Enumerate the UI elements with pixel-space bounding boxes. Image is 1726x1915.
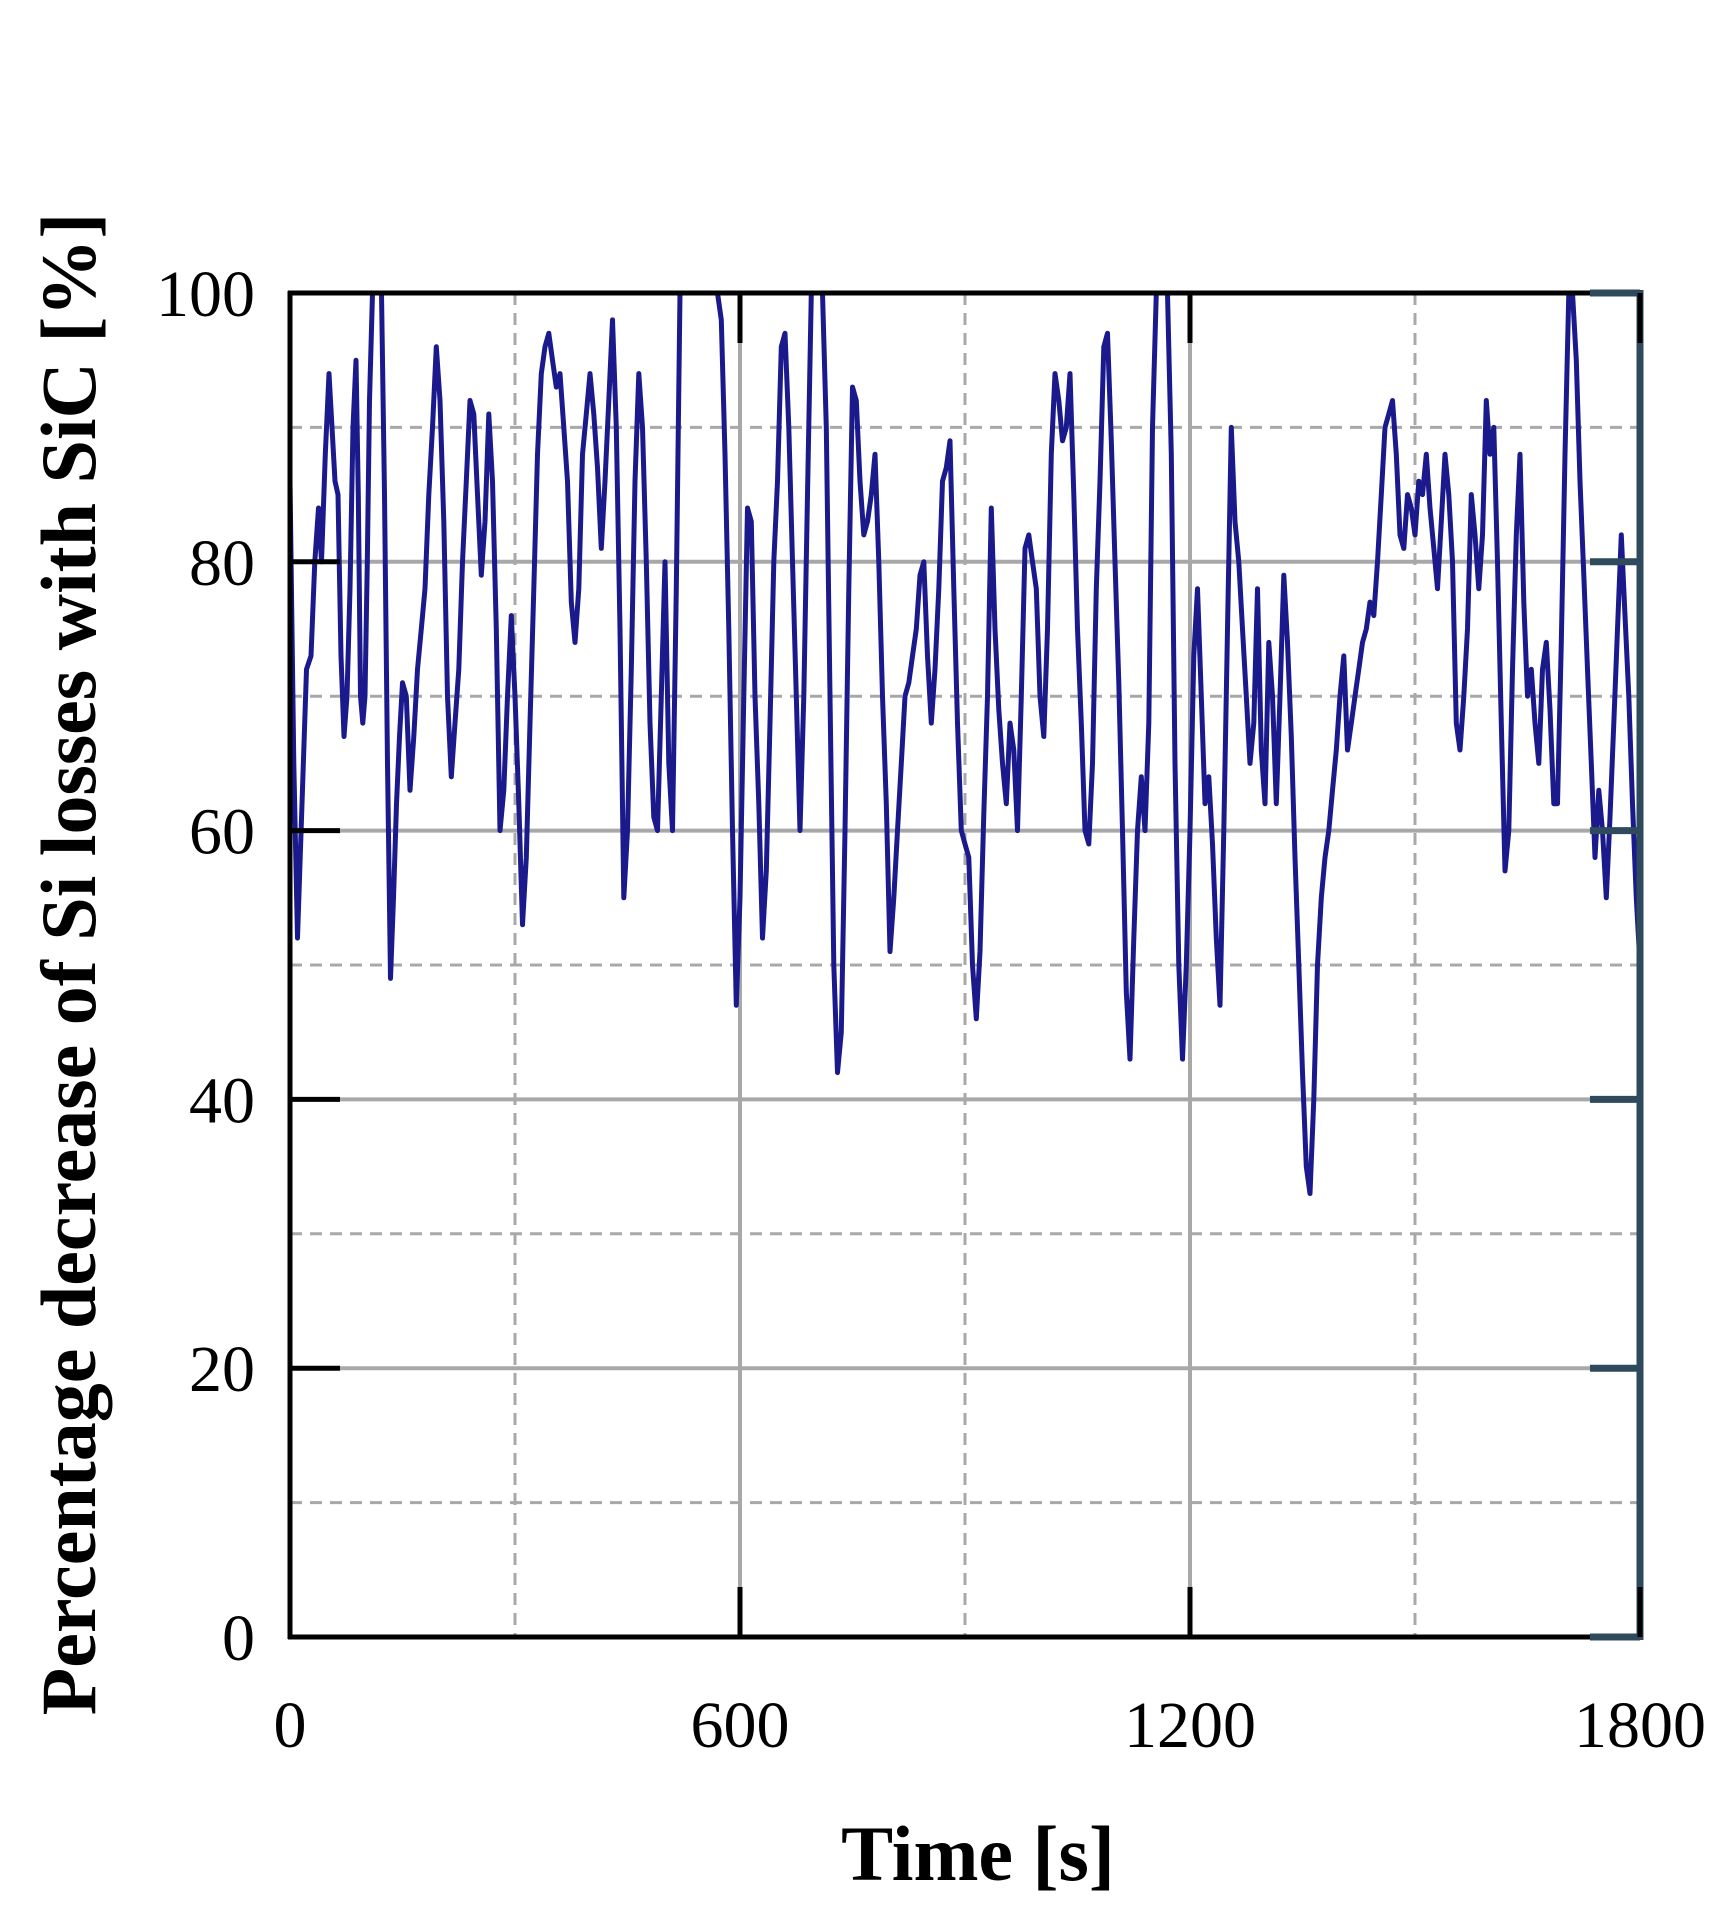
y-tick-label: 0 (222, 1602, 255, 1675)
y-tick-label: 100 (156, 258, 255, 331)
y-tick-label: 60 (189, 796, 255, 869)
x-tick-label: 600 (691, 1689, 790, 1762)
series-line-0 (287, 290, 1643, 1196)
x-tick-label: 1800 (1574, 1689, 1706, 1762)
y-tick-label: 80 (189, 527, 255, 600)
y-tick-label: 40 (189, 1064, 255, 1137)
y-axis-title: Percentage decrease of Si losses with Si… (25, 213, 112, 1716)
x-tick-label: 0 (274, 1689, 307, 1762)
axes (287, 289, 1644, 1641)
x-axis-title: Time [s] (841, 1810, 1115, 1897)
data-series (287, 290, 1643, 1196)
x-tick-label: 1200 (1124, 1689, 1256, 1762)
y-tick-label: 20 (189, 1333, 255, 1406)
tick-labels: 0 20 40 60 80 100 0 600 1200 1800 (156, 258, 1706, 1762)
